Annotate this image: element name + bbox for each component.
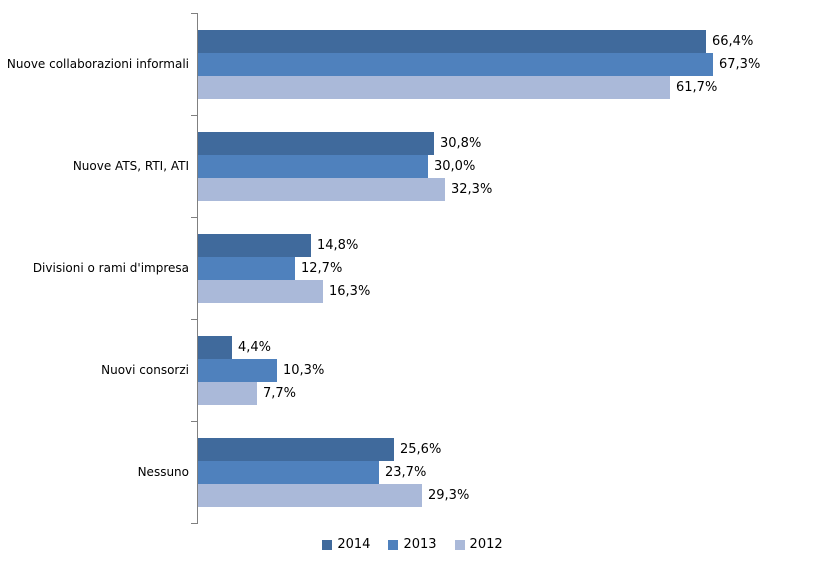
- category-bars: 66,4% 67,3% 61,7%: [191, 13, 825, 115]
- category-group: Nuove collaborazioni informali 66,4% 67,3%…: [0, 13, 825, 115]
- category-group: Nuovi consorzi 4,4% 10,3% 7,7%: [0, 319, 825, 421]
- axis-tick: [191, 421, 198, 422]
- value-label: 29,3%: [428, 487, 470, 503]
- bar-line: 23,7%: [198, 460, 825, 484]
- bar-2012: [198, 381, 257, 405]
- bar-2013: [198, 256, 295, 280]
- value-label: 30,0%: [434, 158, 476, 174]
- category-group: Nuove ATS, RTI, ATI 30,8% 30,0% 32,3%: [0, 115, 825, 217]
- value-label: 4,4%: [238, 339, 272, 355]
- value-label: 7,7%: [263, 385, 297, 401]
- bar-line: 30,0%: [198, 154, 825, 178]
- bar-2014: [198, 131, 434, 155]
- bar-line: 32,3%: [198, 177, 825, 201]
- legend-swatch-icon: [322, 539, 333, 550]
- category-bars: 25,6% 23,7% 29,3%: [191, 421, 825, 524]
- category-label: Divisioni o rami d'impresa: [32, 260, 189, 275]
- bar-2014: [198, 233, 311, 257]
- bar-line: 29,3%: [198, 483, 825, 507]
- bar-2014: [198, 29, 706, 53]
- bar-line: 16,3%: [198, 279, 825, 303]
- legend-item-2014: 2014: [322, 537, 370, 552]
- category-group: Nessuno 25,6% 23,7% 29,3%: [0, 421, 825, 524]
- bar-2012: [198, 483, 422, 507]
- bar-2013: [198, 52, 713, 76]
- bar-2013: [198, 460, 379, 484]
- bar-line: 66,4%: [198, 29, 825, 53]
- bar-line: 12,7%: [198, 256, 825, 280]
- value-label: 67,3%: [719, 56, 761, 72]
- legend-label: 2014: [337, 537, 371, 552]
- legend-item-2013: 2013: [388, 537, 437, 552]
- bar-line: 14,8%: [198, 233, 825, 257]
- value-label: 16,3%: [329, 283, 371, 299]
- value-label: 10,3%: [283, 362, 325, 378]
- legend-label: 2012: [469, 537, 503, 552]
- legend: 2014 2013 2012: [0, 537, 825, 552]
- legend-label: 2013: [403, 537, 437, 552]
- bar-line: 30,8%: [198, 131, 825, 155]
- axis-tick: [191, 217, 198, 218]
- value-label: 32,3%: [451, 181, 493, 197]
- bar-line: 7,7%: [198, 381, 825, 405]
- bar-line: 10,3%: [198, 358, 825, 382]
- value-label: 25,6%: [400, 441, 442, 457]
- bar-2012: [198, 75, 670, 99]
- legend-swatch-icon: [454, 539, 465, 550]
- bar-2013: [198, 154, 428, 178]
- bar-line: 67,3%: [198, 52, 825, 76]
- value-label: 61,7%: [676, 79, 718, 95]
- axis-tick: [191, 523, 198, 524]
- bar-line: 25,6%: [198, 437, 825, 461]
- legend-swatch-icon: [388, 539, 399, 550]
- value-label: 23,7%: [385, 464, 427, 480]
- bar-2014: [198, 335, 232, 359]
- category-bars: 4,4% 10,3% 7,7%: [191, 319, 825, 421]
- bar-2012: [198, 279, 323, 303]
- value-label: 30,8%: [440, 135, 482, 151]
- value-label: 66,4%: [712, 33, 754, 49]
- bar-2012: [198, 177, 445, 201]
- category-label: Nuove collaborazioni informali: [6, 56, 189, 71]
- category-bars: 30,8% 30,0% 32,3%: [191, 115, 825, 217]
- category-bars: 14,8% 12,7% 16,3%: [191, 217, 825, 319]
- category-group: Divisioni o rami d'impresa 14,8% 12,7% 16,3…: [0, 217, 825, 319]
- bar-line: 4,4%: [198, 335, 825, 359]
- bar-line: 61,7%: [198, 75, 825, 99]
- axis-tick: [191, 319, 198, 320]
- bar-2013: [198, 358, 277, 382]
- category-label: Nessuno: [137, 464, 189, 479]
- category-label: Nuove ATS, RTI, ATI: [72, 158, 189, 173]
- category-label: Nuovi consorzi: [101, 362, 189, 377]
- axis-tick: [191, 13, 198, 14]
- plot-area: Nuove collaborazioni informali 66,4% 67,3%…: [0, 13, 825, 524]
- value-label: 12,7%: [301, 260, 343, 276]
- value-label: 14,8%: [317, 237, 359, 253]
- legend-item-2012: 2012: [454, 537, 503, 552]
- bar-2014: [198, 437, 394, 461]
- axis-tick: [191, 115, 198, 116]
